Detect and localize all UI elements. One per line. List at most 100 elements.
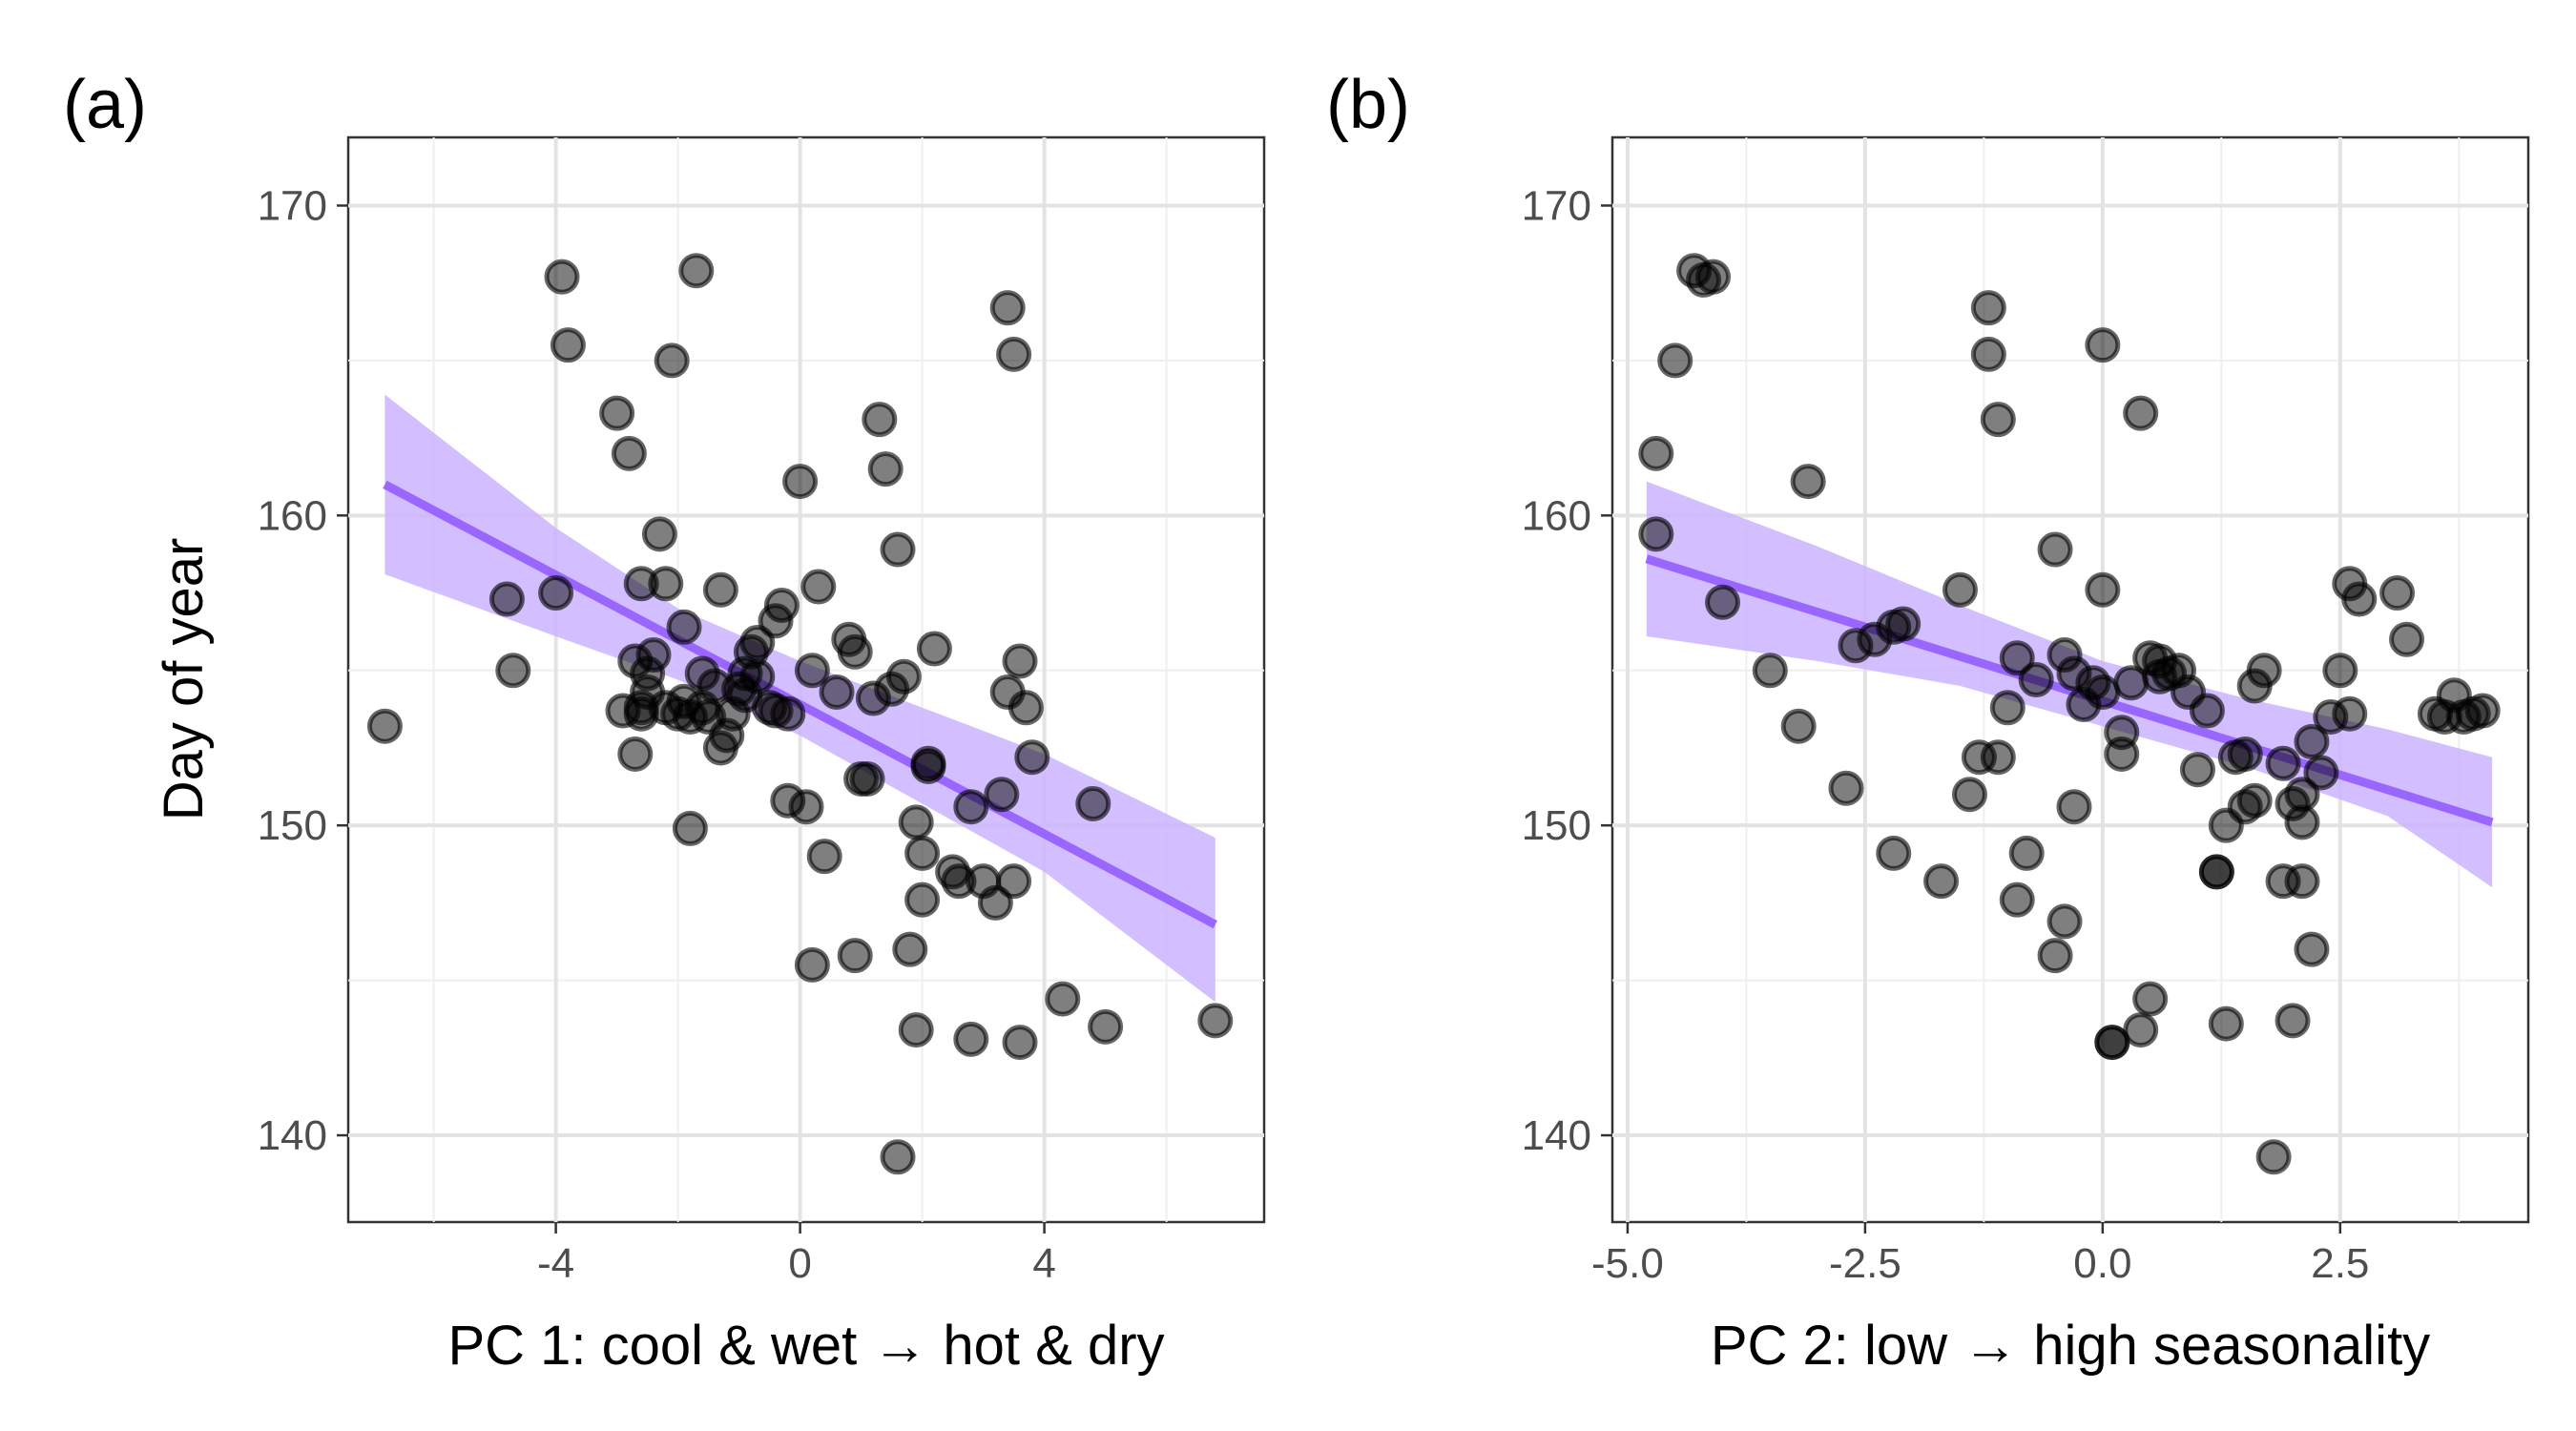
data-point-a xyxy=(989,674,1026,710)
data-point-b xyxy=(2142,658,2178,695)
data-point-b xyxy=(2085,571,2121,608)
panel-b: (b) -5.0 -2.5 0.0 2.5 140 150 160 170 PC 2: low… xyxy=(1326,67,2530,1377)
data-point-a xyxy=(794,653,830,689)
data-point-b xyxy=(2294,931,2330,967)
data-point-b xyxy=(2322,653,2358,689)
data-point-b xyxy=(2284,777,2320,813)
data-point-a xyxy=(892,931,928,967)
data-point-a xyxy=(1002,1025,1038,1061)
data-point-b xyxy=(2179,752,2215,788)
data-point-a xyxy=(1075,785,1111,821)
data-point-a xyxy=(758,693,794,729)
data-point-a xyxy=(867,451,904,487)
data-point-a xyxy=(666,609,702,645)
confidence-band-a xyxy=(384,394,1215,1003)
x-tick-label-b: -2.5 xyxy=(1829,1240,1901,1287)
data-point-b xyxy=(1951,777,1987,813)
data-point-a xyxy=(904,835,941,871)
data-point-a xyxy=(800,569,837,605)
panel-label-a: (a) xyxy=(63,67,147,143)
data-point-a xyxy=(672,698,708,735)
data-point-b xyxy=(2294,723,2330,759)
y-tick-label-a: 150 xyxy=(258,802,327,849)
data-point-b xyxy=(2227,736,2263,772)
data-point-a xyxy=(819,674,855,710)
x-axis-title-a: PC 1: cool & wet → hot & dry xyxy=(447,1315,1164,1377)
ticks-a: -4 0 4 140 150 160 170 xyxy=(258,182,1056,1287)
data-point-b xyxy=(2332,695,2368,732)
data-point-b xyxy=(1838,628,1874,664)
data-point-b xyxy=(1657,342,1693,379)
data-point-b xyxy=(1980,739,2016,776)
data-point-b xyxy=(1970,290,2006,326)
data-point-a xyxy=(739,625,776,661)
plot-area-a xyxy=(346,135,1266,1224)
data-point-b xyxy=(1942,571,1978,608)
data-point-b xyxy=(1970,336,2006,372)
data-point-a xyxy=(617,736,654,772)
panel-a: (a) -4 0 4 140 150 160 170 PC 1: cool & wet → … xyxy=(63,67,1266,1377)
data-point-b xyxy=(1780,708,1817,744)
x-tick-label-a: 4 xyxy=(1032,1240,1055,1287)
plot-area-b xyxy=(1610,135,2530,1224)
y-axis-title-a: Day of year xyxy=(153,538,215,821)
data-point-b xyxy=(2046,903,2083,940)
data-point-a xyxy=(953,1021,989,1057)
data-point-a xyxy=(782,464,819,500)
data-point-a xyxy=(599,395,635,431)
ticks-b: -5.0 -2.5 0.0 2.5 140 150 160 170 xyxy=(1522,182,2370,1287)
data-point-b xyxy=(2123,395,2159,431)
data-point-b xyxy=(2085,674,2121,710)
data-point-b xyxy=(2265,745,2301,781)
data-point-a xyxy=(1014,739,1050,776)
data-point-b xyxy=(2389,621,2425,657)
data-point-b xyxy=(1695,259,1732,295)
data-point-a xyxy=(1002,643,1038,679)
y-tick-label-a: 170 xyxy=(258,182,327,229)
data-point-b xyxy=(2123,1012,2159,1048)
data-point-b xyxy=(1980,402,2016,438)
data-point-b xyxy=(2037,531,2073,568)
data-point-a xyxy=(739,658,776,695)
regression-line-b xyxy=(1645,554,2494,827)
data-point-a xyxy=(916,631,952,667)
y-tick-label-b: 140 xyxy=(1522,1112,1591,1159)
data-point-b xyxy=(2464,693,2501,729)
data-point-a xyxy=(770,782,806,819)
data-point-b xyxy=(2056,655,2092,692)
data-point-a xyxy=(880,1139,916,1175)
data-point-b xyxy=(2018,662,2054,697)
data-point-b xyxy=(1638,435,1674,471)
data-point-a xyxy=(855,680,891,716)
data-point-b xyxy=(1790,464,1826,500)
data-point-b xyxy=(2189,693,2225,729)
x-tick-label-a: 0 xyxy=(788,1240,811,1287)
data-point-b xyxy=(2132,981,2169,1017)
data-point-b xyxy=(2094,1025,2130,1061)
data-point-b xyxy=(1885,606,1922,642)
data-point-a xyxy=(966,863,1002,900)
data-point-b xyxy=(2056,789,2092,825)
data-point-a xyxy=(806,839,842,875)
data-point-a xyxy=(837,633,873,670)
data-point-a xyxy=(672,810,708,846)
data-point-b xyxy=(2275,1003,2311,1039)
data-point-a xyxy=(1088,1008,1124,1045)
data-point-a xyxy=(1197,1003,1234,1039)
data-point-b xyxy=(1828,770,1864,806)
data-point-b xyxy=(2198,854,2234,890)
fit-line-b xyxy=(1645,554,2494,827)
data-point-b xyxy=(2303,755,2339,791)
data-point-b xyxy=(2008,835,2045,871)
data-point-a xyxy=(366,708,403,744)
data-point-a xyxy=(495,653,531,689)
data-point-a xyxy=(898,1012,934,1048)
data-point-a xyxy=(898,804,934,840)
panel-label-b: (b) xyxy=(1326,67,1410,143)
data-point-a xyxy=(488,581,525,617)
y-tick-label-b: 170 xyxy=(1522,182,1591,229)
x-tick-label-b: -5.0 xyxy=(1591,1240,1664,1287)
confidence-ribbon-a xyxy=(384,394,1215,1003)
data-point-a xyxy=(538,575,574,612)
